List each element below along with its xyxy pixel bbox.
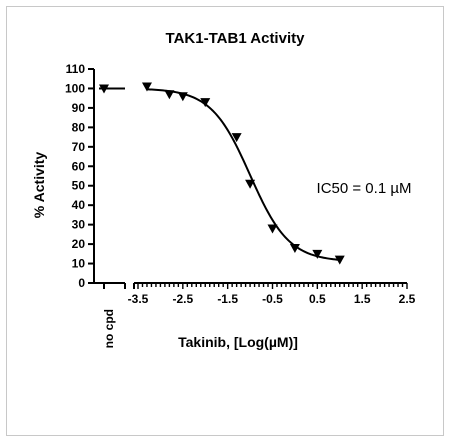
x-tick-label: 2.5	[399, 292, 416, 306]
fit-curve	[146, 88, 340, 261]
control-label: no cpd	[102, 309, 116, 348]
chart-frame: TAK1-TAB1 Activity % Activity Takinib, […	[6, 6, 444, 436]
data-point	[267, 224, 278, 234]
x-tick-label: -0.5	[262, 292, 283, 306]
control-data-point	[99, 84, 109, 94]
data-point	[245, 179, 256, 189]
data-point	[164, 90, 175, 100]
x-axis-label: Takinib, [Log(µM)]	[178, 334, 298, 350]
y-tick-label: 10	[72, 257, 86, 271]
data-point	[334, 255, 345, 265]
data-point	[200, 98, 211, 108]
x-tick-label: -1.5	[217, 292, 238, 306]
y-tick-label: 70	[72, 140, 86, 154]
data-point	[177, 92, 188, 102]
x-tick-label: 0.5	[309, 292, 326, 306]
y-axis-label: % Activity	[31, 152, 47, 219]
data-point	[312, 249, 323, 259]
chart-marks: 0 10 20 30 40 50 60 70 80 90 100 110 -3.5 -2.5 -1.5 -0.…	[65, 62, 416, 306]
data-point	[231, 133, 242, 143]
y-tick-label: 50	[72, 179, 86, 193]
y-tick-label: 60	[72, 159, 86, 173]
y-tick-label: 30	[72, 218, 86, 232]
x-tick-label: -2.5	[172, 292, 193, 306]
y-tick-label: 20	[72, 237, 86, 251]
y-tick-label: 0	[78, 276, 85, 290]
y-tick-label: 110	[66, 62, 86, 76]
y-tick-label: 40	[72, 198, 86, 212]
x-tick-label: -3.5	[128, 292, 149, 306]
ic50-annotation: IC50 = 0.1 µM	[317, 180, 412, 197]
y-tick-label: 100	[65, 81, 85, 95]
data-point	[141, 82, 152, 92]
chart-title: TAK1-TAB1 Activity	[166, 30, 306, 47]
y-tick-label: 90	[72, 101, 86, 115]
chart-svg: TAK1-TAB1 Activity % Activity Takinib, […	[31, 30, 416, 350]
x-tick-label: 1.5	[354, 292, 371, 306]
data-point	[289, 243, 300, 253]
y-tick-label: 80	[72, 120, 86, 134]
